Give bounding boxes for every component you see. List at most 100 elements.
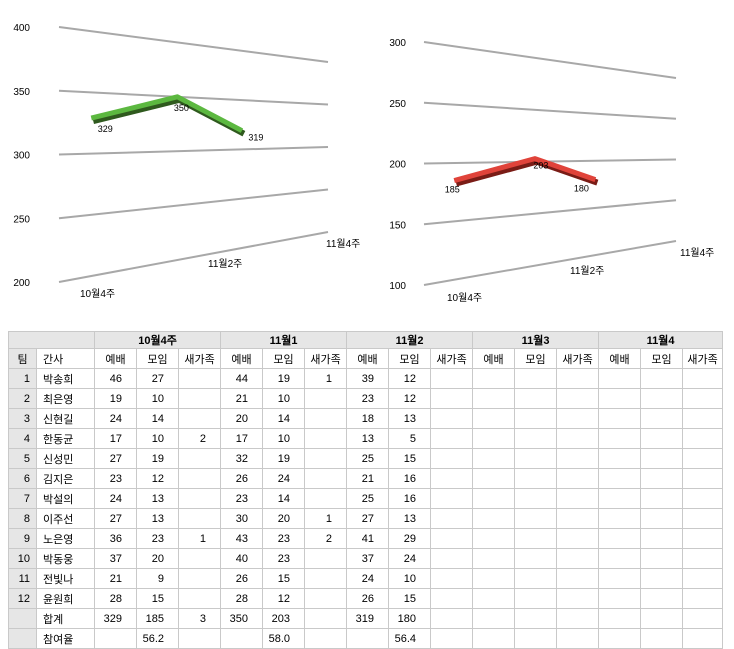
table-cell[interactable] <box>640 408 684 429</box>
week-header[interactable]: 11월4 <box>598 331 724 349</box>
table-cell[interactable] <box>598 588 642 609</box>
table-cell[interactable] <box>640 628 684 649</box>
table-cell[interactable]: 350 <box>220 608 264 629</box>
table-cell[interactable] <box>556 388 600 409</box>
table-cell[interactable]: 신현길 <box>36 408 95 429</box>
table-cell[interactable] <box>472 488 516 509</box>
table-cell[interactable]: 2 <box>304 528 348 549</box>
table-cell[interactable] <box>640 568 684 589</box>
row-header[interactable] <box>8 608 37 629</box>
table-cell[interactable]: 21 <box>346 468 390 489</box>
column-header[interactable]: 예배 <box>598 348 642 369</box>
table-cell[interactable]: 17 <box>94 428 137 449</box>
table-cell[interactable]: 24 <box>94 408 137 429</box>
table-cell[interactable]: 1 <box>304 368 348 389</box>
table-cell[interactable] <box>640 488 684 509</box>
table-cell[interactable] <box>682 488 724 509</box>
column-header[interactable]: 새가족 <box>177 348 222 369</box>
table-cell[interactable]: 이주선 <box>36 508 95 529</box>
table-cell[interactable]: 13 <box>136 488 179 509</box>
table-cell[interactable]: 19 <box>94 388 137 409</box>
column-header[interactable]: 모임 <box>640 348 684 369</box>
table-cell[interactable]: 14 <box>136 408 179 429</box>
table-cell[interactable] <box>640 448 684 469</box>
table-cell[interactable] <box>556 568 600 589</box>
table-cell[interactable]: 10 <box>262 388 306 409</box>
table-cell[interactable]: 15 <box>388 448 432 469</box>
table-cell[interactable]: 24 <box>94 488 137 509</box>
table-cell[interactable]: 2 <box>177 428 222 449</box>
table-cell[interactable] <box>556 508 600 529</box>
table-cell[interactable] <box>472 608 516 629</box>
column-header[interactable]: 예배 <box>346 348 390 369</box>
table-cell[interactable]: 박설의 <box>36 488 95 509</box>
table-cell[interactable]: 박동웅 <box>36 548 95 569</box>
table-cell[interactable] <box>177 408 222 429</box>
table-cell[interactable]: 20 <box>262 508 306 529</box>
table-cell[interactable] <box>514 428 558 449</box>
table-cell[interactable]: 36 <box>94 528 137 549</box>
table-cell[interactable] <box>304 628 348 649</box>
table-cell[interactable] <box>682 428 724 449</box>
table-cell[interactable] <box>598 428 642 449</box>
table-cell[interactable] <box>472 448 516 469</box>
table-cell[interactable] <box>640 468 684 489</box>
table-cell[interactable] <box>514 488 558 509</box>
table-cell[interactable] <box>640 548 684 569</box>
table-cell[interactable]: 10 <box>388 568 432 589</box>
table-cell[interactable] <box>472 468 516 489</box>
table-cell[interactable] <box>640 508 684 529</box>
table-cell[interactable]: 319 <box>346 608 390 629</box>
table-cell[interactable]: 13 <box>388 408 432 429</box>
table-cell[interactable]: 참여율 <box>36 628 95 649</box>
table-cell[interactable] <box>682 368 724 389</box>
table-cell[interactable] <box>556 588 600 609</box>
column-header[interactable]: 새가족 <box>556 348 600 369</box>
table-cell[interactable]: 28 <box>94 588 137 609</box>
table-cell[interactable]: 329 <box>94 608 137 629</box>
row-header[interactable]: 7 <box>8 488 37 509</box>
table-cell[interactable]: 30 <box>220 508 264 529</box>
table-cell[interactable]: 24 <box>262 468 306 489</box>
table-cell[interactable] <box>430 408 474 429</box>
table-cell[interactable] <box>430 488 474 509</box>
table-cell[interactable]: 25 <box>346 448 390 469</box>
table-cell[interactable] <box>472 508 516 529</box>
table-cell[interactable] <box>304 608 348 629</box>
table-cell[interactable]: 9 <box>136 568 179 589</box>
table-cell[interactable]: 19 <box>262 448 306 469</box>
table-cell[interactable] <box>640 588 684 609</box>
table-cell[interactable] <box>556 528 600 549</box>
table-cell[interactable] <box>177 388 222 409</box>
table-cell[interactable] <box>177 448 222 469</box>
table-cell[interactable] <box>682 628 724 649</box>
table-cell[interactable] <box>598 388 642 409</box>
table-cell[interactable]: 24 <box>388 548 432 569</box>
table-cell[interactable] <box>682 548 724 569</box>
table-cell[interactable]: 20 <box>220 408 264 429</box>
column-header[interactable]: 새가족 <box>304 348 348 369</box>
table-cell[interactable]: 신성민 <box>36 448 95 469</box>
row-header[interactable]: 11 <box>8 568 37 589</box>
column-header[interactable]: 예배 <box>94 348 137 369</box>
table-cell[interactable]: 최은영 <box>36 388 95 409</box>
column-header[interactable]: 예배 <box>472 348 516 369</box>
table-cell[interactable] <box>514 508 558 529</box>
table-cell[interactable] <box>640 608 684 629</box>
table-cell[interactable] <box>430 548 474 569</box>
table-cell[interactable]: 37 <box>346 548 390 569</box>
table-cell[interactable] <box>430 508 474 529</box>
table-cell[interactable] <box>682 528 724 549</box>
table-cell[interactable]: 10 <box>136 428 179 449</box>
table-cell[interactable]: 15 <box>388 588 432 609</box>
row-header[interactable]: 6 <box>8 468 37 489</box>
table-cell[interactable] <box>304 488 348 509</box>
column-header[interactable]: 모임 <box>514 348 558 369</box>
table-cell[interactable]: 24 <box>346 568 390 589</box>
table-cell[interactable] <box>682 568 724 589</box>
table-cell[interactable] <box>514 368 558 389</box>
table-cell[interactable] <box>430 468 474 489</box>
table-cell[interactable] <box>640 368 684 389</box>
table-cell[interactable]: 46 <box>94 368 137 389</box>
row-header[interactable]: 3 <box>8 408 37 429</box>
